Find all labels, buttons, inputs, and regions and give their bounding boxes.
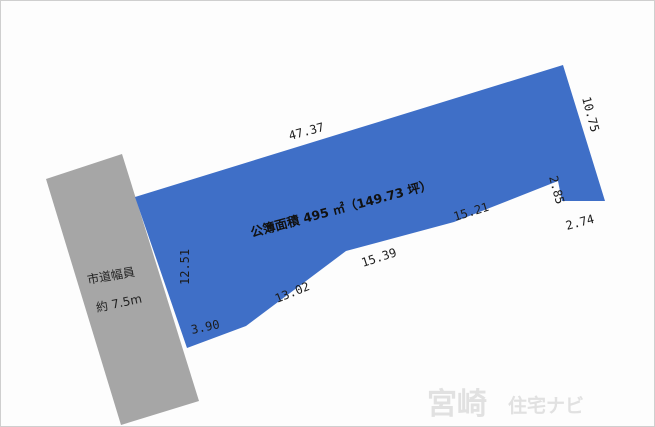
dimension-top: 47.37 — [287, 120, 326, 143]
dimension-notch-horizontal: 2.74 — [564, 212, 596, 233]
dimension-bottom-2: 15.39 — [360, 245, 399, 269]
dimension-right-top: 10.75 — [579, 95, 602, 134]
dimension-bottom-4: 3.90 — [190, 317, 221, 337]
watermark-brand-kana: 住宅ナビ — [508, 394, 584, 417]
land-plot-shape — [135, 65, 605, 348]
watermark-brand-kanji: 宮崎 — [427, 387, 487, 422]
road-shape — [46, 154, 199, 425]
dimension-left: 12.51 — [178, 249, 192, 285]
